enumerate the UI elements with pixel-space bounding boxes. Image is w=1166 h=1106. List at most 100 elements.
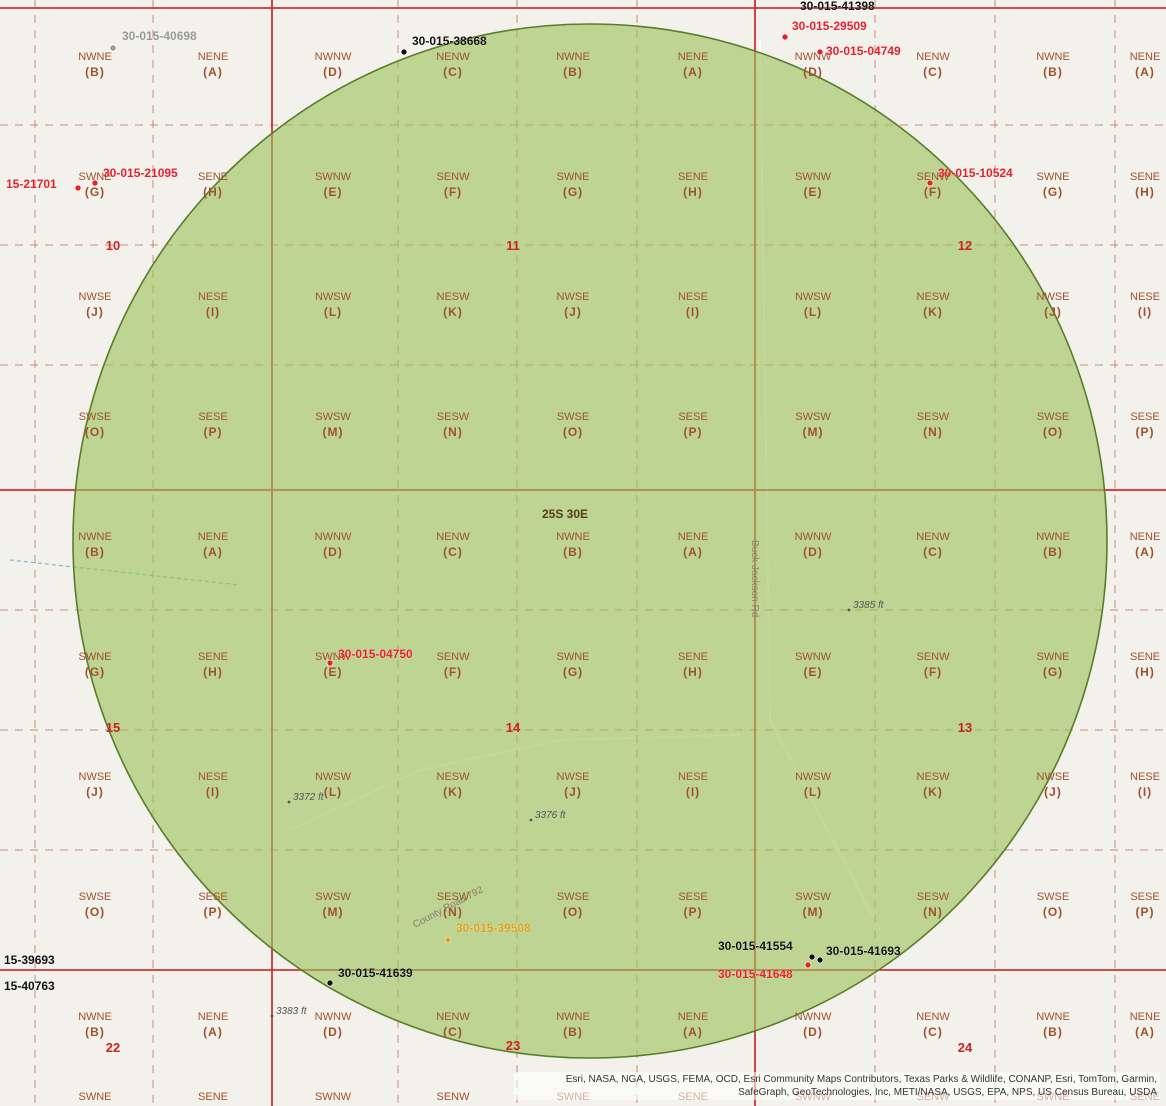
qq-letter-label: (L) xyxy=(324,305,342,319)
qq-letter-label: (D) xyxy=(803,1025,823,1039)
qq-letter-label: (N) xyxy=(923,905,943,919)
qq-code-label: NESE xyxy=(678,291,708,303)
qq-code-label: NWNE xyxy=(556,51,590,63)
qq-letter-label: (E) xyxy=(804,185,823,199)
qq-letter-label: (I) xyxy=(1138,785,1152,799)
qq-letter-label: (L) xyxy=(804,785,822,799)
qq-code-label: NENE xyxy=(1130,531,1161,543)
qq-code-label: SWSE xyxy=(557,411,589,423)
qq-code-label: NENW xyxy=(436,1011,470,1023)
qq-letter-label: (L) xyxy=(324,785,342,799)
well-marker xyxy=(804,961,812,969)
section-number: 13 xyxy=(958,720,972,735)
qq-letter-label: (P) xyxy=(204,425,223,439)
well-api-label: 30-015-10524 xyxy=(938,166,1013,180)
well-api-label: 15-21701 xyxy=(6,177,57,191)
qq-code-label: SWSE xyxy=(1037,891,1069,903)
qq-letter-label: (J) xyxy=(1044,305,1062,319)
qq-letter-label: (I) xyxy=(206,305,220,319)
qq-code-label: NENW xyxy=(916,1011,950,1023)
qq-code-label: NWNE xyxy=(556,1011,590,1023)
qq-letter-label: (L) xyxy=(804,305,822,319)
qq-letter-label: (D) xyxy=(323,65,343,79)
qq-letter-label: (F) xyxy=(444,185,462,199)
qq-letter-label: (F) xyxy=(924,185,942,199)
qq-letter-label: (D) xyxy=(323,545,343,559)
qq-letter-label: (C) xyxy=(443,545,463,559)
well-api-label: 30-015-41648 xyxy=(718,967,793,981)
well-layer: 30-015-40698 30-015-38668 30-015-29509 30-0… xyxy=(4,0,1013,993)
qq-letter-label: (F) xyxy=(444,665,462,679)
qq-code-label: NWSW xyxy=(315,771,352,783)
qq-letter-label: (B) xyxy=(1043,65,1063,79)
qq-letter-label: (J) xyxy=(86,305,104,319)
qq-code-label: SWNE xyxy=(79,1091,112,1103)
qq-code-label: SWSE xyxy=(79,891,111,903)
elevation-point xyxy=(847,608,851,612)
qq-letter-label: (K) xyxy=(923,785,943,799)
qq-code-label: SWSE xyxy=(79,411,111,423)
qq-letter-label: (C) xyxy=(923,1025,943,1039)
qq-code-label: NWNE xyxy=(78,51,112,63)
qq-letter-label: (J) xyxy=(564,785,582,799)
section-number: 24 xyxy=(958,1040,973,1055)
qq-letter-label: (O) xyxy=(563,425,583,439)
well-api-label: 30-015-39508 xyxy=(456,921,531,935)
qq-letter-label: (N) xyxy=(443,905,463,919)
qq-letter-label: (D) xyxy=(803,65,823,79)
qq-code-label: NWNW xyxy=(315,531,352,543)
qq-letter-label: (M) xyxy=(803,905,824,919)
qq-code-label: SENW xyxy=(437,171,471,183)
qq-letter-label: (M) xyxy=(323,905,344,919)
qq-code-label: SESE xyxy=(1130,891,1159,903)
qq-letter-label: (A) xyxy=(1135,545,1155,559)
qq-code-label: SENE xyxy=(1130,651,1160,663)
qq-letter-label: (F) xyxy=(924,665,942,679)
qq-letter-label: (D) xyxy=(323,1025,343,1039)
well-marker xyxy=(91,179,99,187)
well-api-label: 30-015-40698 xyxy=(122,29,197,43)
qq-code-label: SESW xyxy=(917,891,950,903)
qq-letter-label: (P) xyxy=(204,905,223,919)
qq-letter-label: (B) xyxy=(563,1025,583,1039)
qq-letter-label: (P) xyxy=(1136,425,1155,439)
well-marker xyxy=(74,184,82,192)
qq-code-label: NWSW xyxy=(315,291,352,303)
well-marker xyxy=(926,179,934,187)
qq-letter-label: (O) xyxy=(563,905,583,919)
qq-letter-label: (I) xyxy=(686,785,700,799)
qq-code-label: NWNE xyxy=(1036,51,1070,63)
qq-code-label: NWSW xyxy=(795,291,832,303)
qq-code-label: NESW xyxy=(917,771,951,783)
qq-letter-label: (H) xyxy=(683,665,703,679)
well-marker xyxy=(326,979,334,987)
qq-code-label: SWNW xyxy=(315,651,352,663)
qq-letter-label: (K) xyxy=(443,305,463,319)
elevation-label: 3383 ft xyxy=(276,1006,308,1017)
qq-code-label: SWSW xyxy=(795,411,831,423)
qq-letter-label: (B) xyxy=(85,1025,105,1039)
section-number: 23 xyxy=(506,1038,520,1053)
qq-code-label: NENW xyxy=(916,51,950,63)
qq-letter-label: (H) xyxy=(1135,665,1155,679)
well-api-label: 30-015-04749 xyxy=(826,44,901,58)
qq-code-label: SENE xyxy=(1130,171,1160,183)
qq-code-label: SWNE xyxy=(79,171,112,183)
qq-code-label: NWNW xyxy=(315,51,352,63)
qq-letter-label: (K) xyxy=(443,785,463,799)
well-api-label: 30-015-41398 xyxy=(800,0,875,13)
well-api-label: 30-015-41554 xyxy=(718,939,793,953)
qq-letter-label: (P) xyxy=(1136,905,1155,919)
qq-code-label: NESE xyxy=(678,771,708,783)
qq-code-label: NWNW xyxy=(315,1011,352,1023)
qq-letter-label: (G) xyxy=(1043,665,1063,679)
qq-code-label: SESW xyxy=(437,891,470,903)
qq-code-label: NENE xyxy=(198,531,229,543)
well-api-label: 30-015-41639 xyxy=(338,966,413,980)
qq-code-label: SWSE xyxy=(557,891,589,903)
qq-code-label: SENE xyxy=(678,171,708,183)
well-marker xyxy=(109,44,117,52)
elevation-label: 3385 ft xyxy=(853,600,885,611)
